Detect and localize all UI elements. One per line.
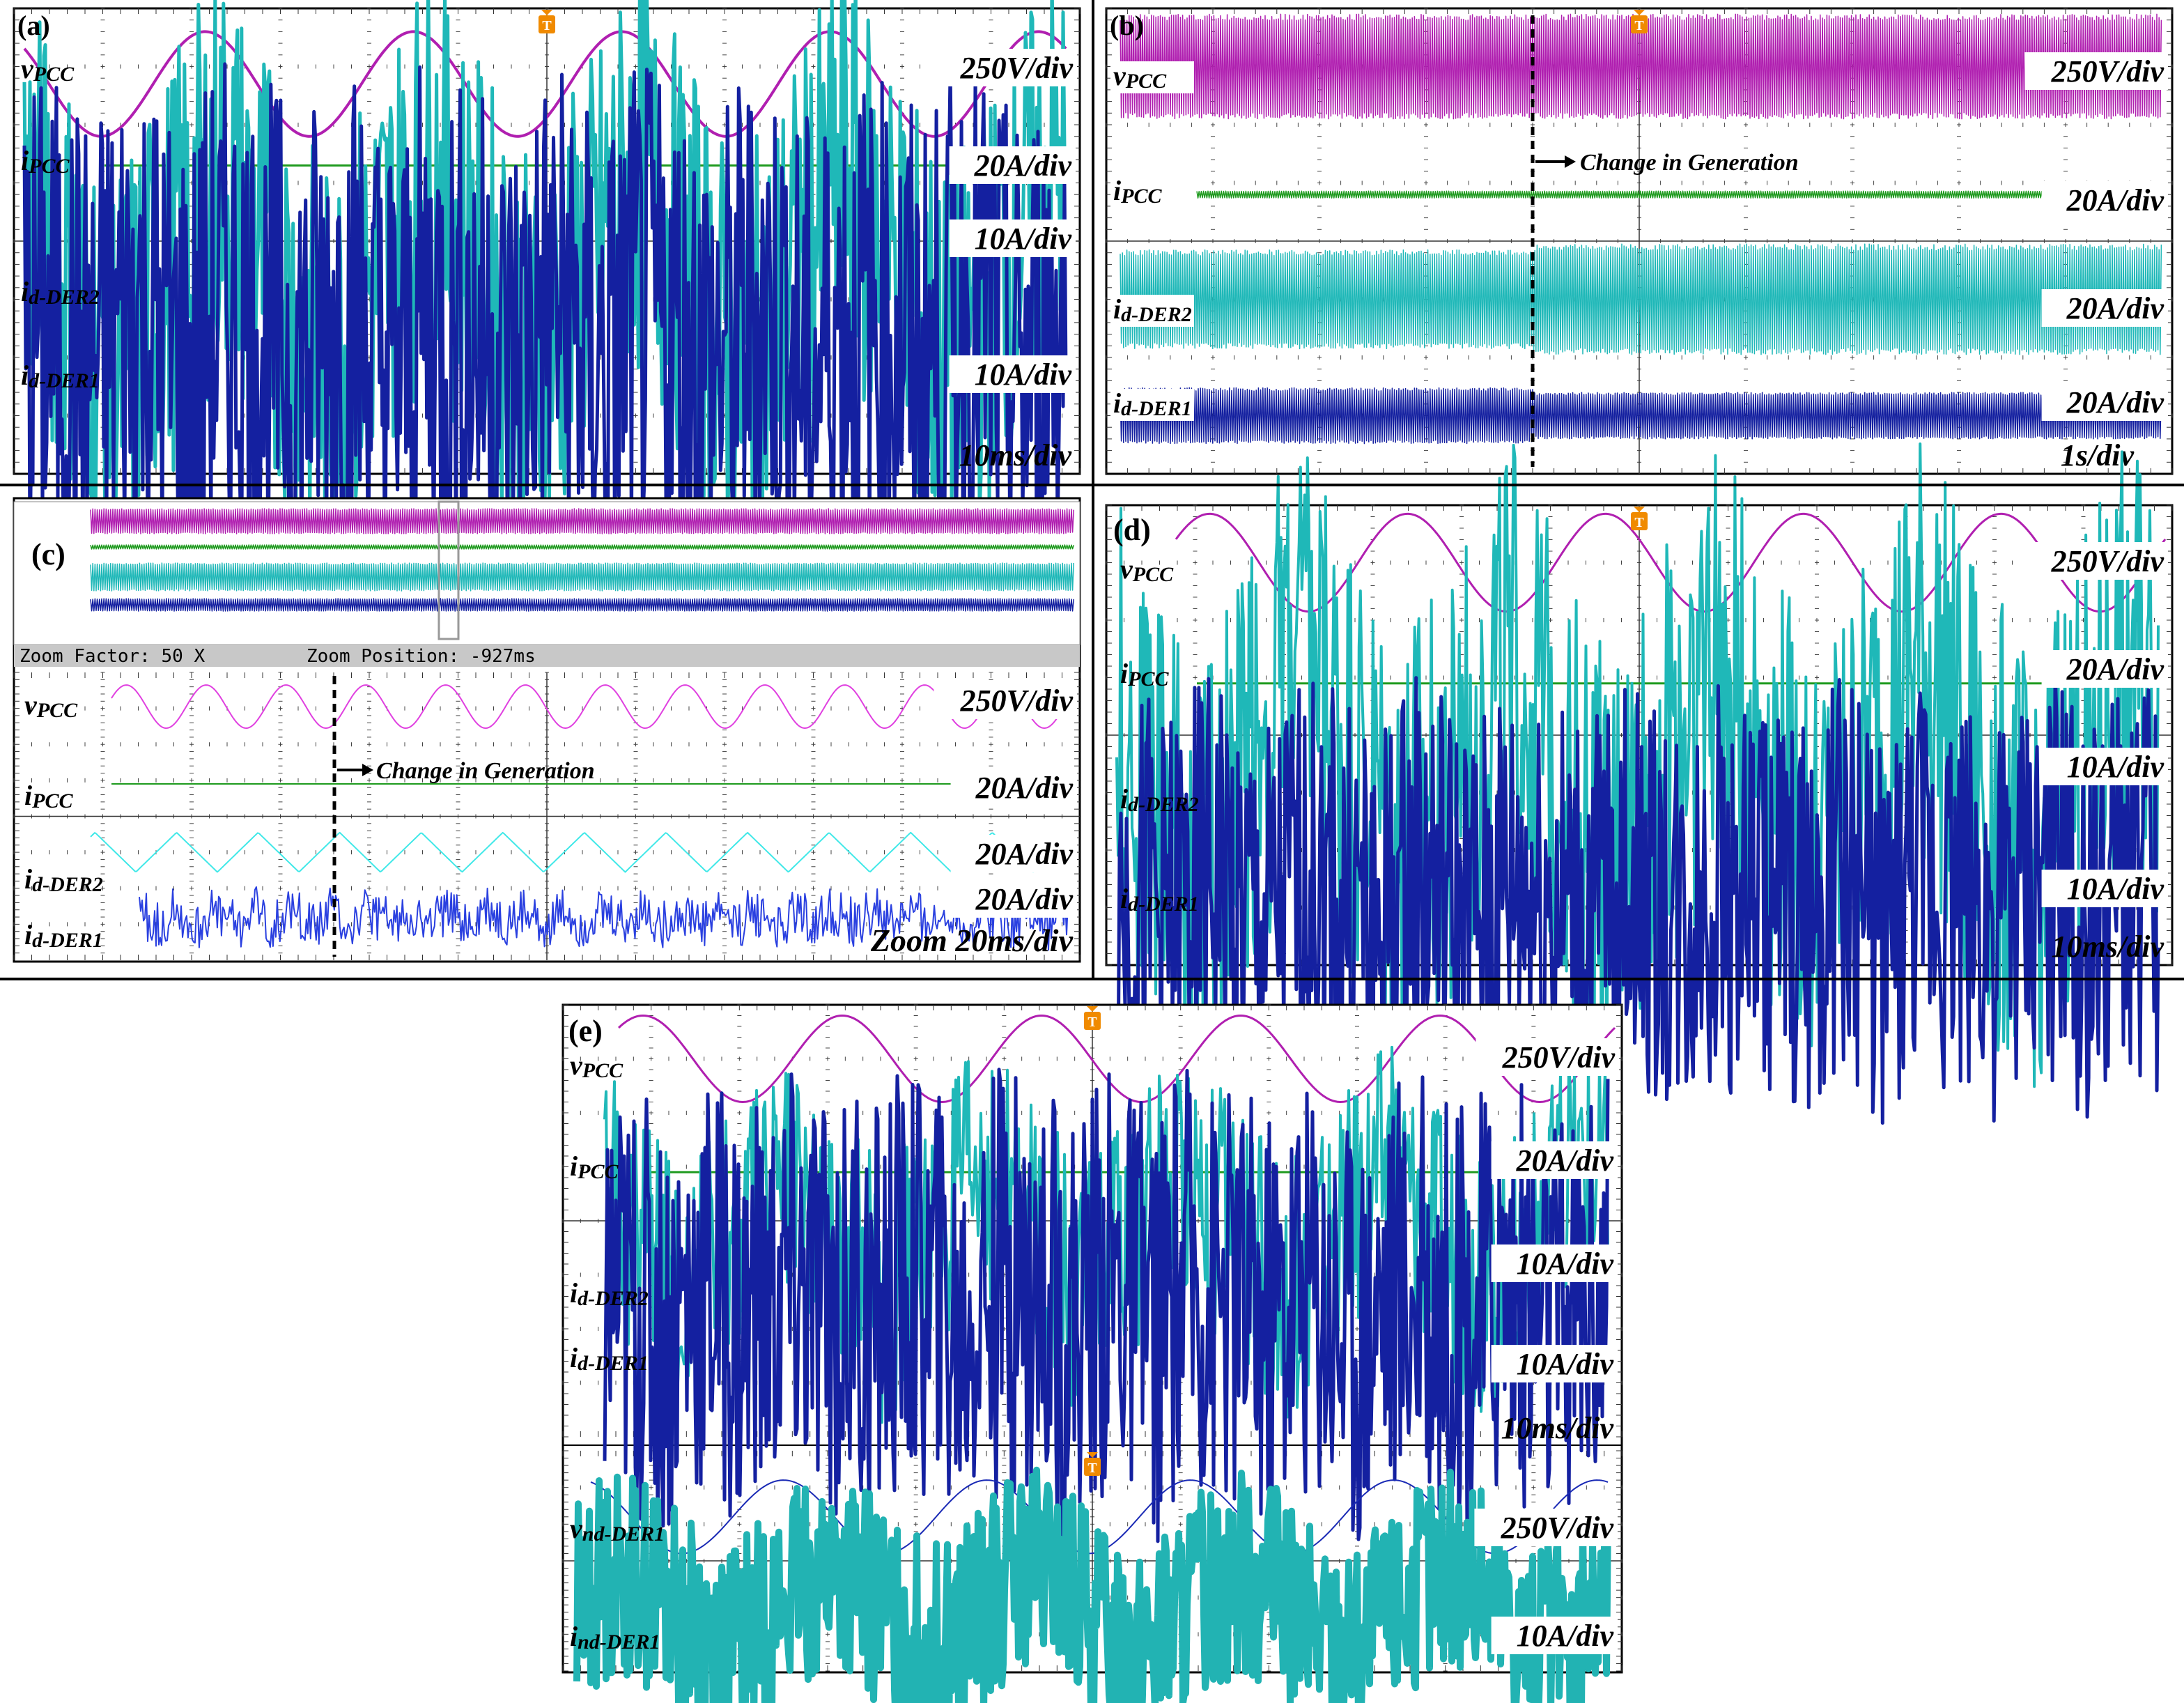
trace-id-der1 [603, 1068, 1610, 1543]
scale-label-id-der2: 20A/div [2066, 291, 2164, 325]
overview-trace-id-der1 [90, 598, 1074, 612]
scale-label-ipcc: 20A/div [1516, 1143, 1614, 1178]
trace-vpcc [617, 1015, 1616, 1103]
scale-label-id-der2: 20A/div [975, 837, 1074, 871]
trace-name-id-der1: id-DER1 [24, 919, 103, 952]
trace-name-id-der2: id-DER2 [570, 1277, 649, 1310]
scale-label-ipcc: 20A/div [2066, 183, 2164, 217]
panel-label: (a) [17, 10, 50, 41]
trace-name-ipcc: iPCC [21, 145, 70, 178]
scale-label-id-der1: 20A/div [2066, 385, 2164, 419]
trace-ipcc [1196, 190, 2162, 199]
scale-label-id-der1-top: 20A/div [975, 882, 1074, 916]
trace-name-vpcc: vPCC [1120, 553, 1174, 586]
scale-label-id-der2: 10A/div [975, 222, 1072, 256]
trace-name-ind-der1: ind-DER1 [570, 1621, 660, 1654]
trace-name-id-der1: id-DER1 [1113, 387, 1192, 420]
scale-label-vnd-der1: 250V/div [1501, 1511, 1614, 1545]
svg-text:T: T [542, 18, 552, 33]
trace-name-id-der1: id-DER1 [21, 360, 100, 392]
time-scale-label: Zoom 20ms/div [870, 923, 1074, 958]
trace-id-der2 [90, 831, 1070, 873]
panel-label: (b) [1110, 10, 1144, 41]
trace-name-vpcc: vPCC [24, 689, 78, 722]
trace-vpcc [1120, 13, 2162, 120]
trace-name-vpcc: vPCC [1113, 60, 1167, 93]
scale-label-id-der2: 10A/div [1517, 1247, 1614, 1281]
trace-name-id-der2: id-DER2 [24, 863, 103, 896]
trace-id-der1 [22, 62, 1068, 619]
trace-name-ipcc: iPCC [570, 1150, 619, 1183]
svg-text:T: T [1634, 515, 1644, 530]
time-scale-label: 10ms/div [1501, 1411, 1614, 1445]
trace-name-id-der2: id-DER2 [1113, 293, 1192, 326]
scale-label-id-der1: 10A/div [1517, 1347, 1614, 1381]
scale-label-vpcc: 250V/div [960, 51, 1074, 85]
svg-text:T: T [1634, 18, 1644, 33]
scale-label-vpcc: 250V/div [2051, 544, 2164, 578]
scale-label-ipcc: 20A/div [975, 771, 1074, 805]
trace-name-id-der2: id-DER2 [1120, 783, 1199, 816]
panel-d: T (d) vPCC iPCC id-DER2 id-DER1 250V/div 20A/di… [1105, 442, 2174, 1125]
trace-name-ipcc: iPCC [1113, 175, 1162, 208]
zoom-factor-text: Zoom Factor: 50 X [20, 646, 205, 667]
overview-trace-vpcc [90, 508, 1074, 534]
trigger-T-icon: T [1084, 1452, 1101, 1476]
trace-name-id-der2: id-DER2 [21, 276, 100, 309]
trigger-T-icon: T [1631, 10, 1648, 33]
trace-id-der2 [1120, 243, 2162, 355]
trace-id-der1 [1115, 671, 2160, 1125]
trace-id-der1 [139, 886, 1070, 951]
trace-name-vnd-der1: vnd-DER1 [570, 1513, 665, 1546]
scale-label-ind-der1: 10A/div [1517, 1619, 1614, 1653]
panel-label: (d) [1113, 513, 1151, 547]
trace-name-vpcc: vPCC [570, 1049, 624, 1082]
panel-a: T (a) vPCC iPCC id-DER2 id-DER1 250V/div 20A/di… [13, 0, 1081, 619]
panel-label: (e) [568, 1014, 603, 1048]
panel-label: (c) [31, 537, 65, 571]
time-scale-label: 10ms/div [959, 438, 1072, 472]
trigger-T-icon: T [539, 10, 555, 33]
panel-e: T T (e)vPCC iPCC id-DER2 id-DER1 vnd-DER1 ind-D… [562, 1003, 1623, 1703]
scale-label-ipcc: 20A/div [974, 148, 1072, 183]
trace-id-der1 [1120, 387, 2162, 445]
trace-name-id-der1: id-DER1 [1120, 883, 1199, 916]
trace-name-vpcc: vPCC [21, 53, 75, 86]
trace-name-id-der1: id-DER1 [570, 1342, 649, 1375]
zoom-window-box [437, 500, 460, 640]
annotation-change-in-generation: Change in Generation [376, 758, 595, 784]
trace-ind-der1 [573, 1466, 1611, 1703]
panel-c: (c) Zoom Factor: 50 X Zoom Position: -927m… [13, 497, 1081, 963]
scale-label-vpcc: 250V/div [960, 684, 1074, 718]
scale-label-id-der1: 10A/div [2067, 872, 2164, 906]
panel-b: Change in Generation T (b) vPCC iPCC id-DER2 i… [1105, 7, 2174, 475]
scale-label-ipcc: 20A/div [2066, 652, 2164, 686]
trigger-T-icon: T [1631, 507, 1648, 530]
scale-label-id-der2: 10A/div [2067, 750, 2164, 784]
trace-vpcc [111, 684, 1070, 729]
overview-trace-id-der2 [90, 562, 1074, 592]
scale-label-vpcc: 250V/div [1502, 1040, 1616, 1074]
trace-name-ipcc: iPCC [24, 780, 73, 812]
scale-label-vpcc: 250V/div [2051, 54, 2164, 88]
trace-name-ipcc: iPCC [1120, 658, 1169, 691]
zoom-position-text: Zoom Position: -927ms [307, 646, 536, 667]
annotation-change-in-generation: Change in Generation [1580, 150, 1799, 176]
scale-label-id-der1: 10A/div [975, 357, 1072, 392]
trigger-T-icon: T [1084, 1006, 1101, 1030]
overview-trace-ipcc [90, 544, 1074, 550]
time-scale-label: 10ms/div [2052, 930, 2164, 964]
